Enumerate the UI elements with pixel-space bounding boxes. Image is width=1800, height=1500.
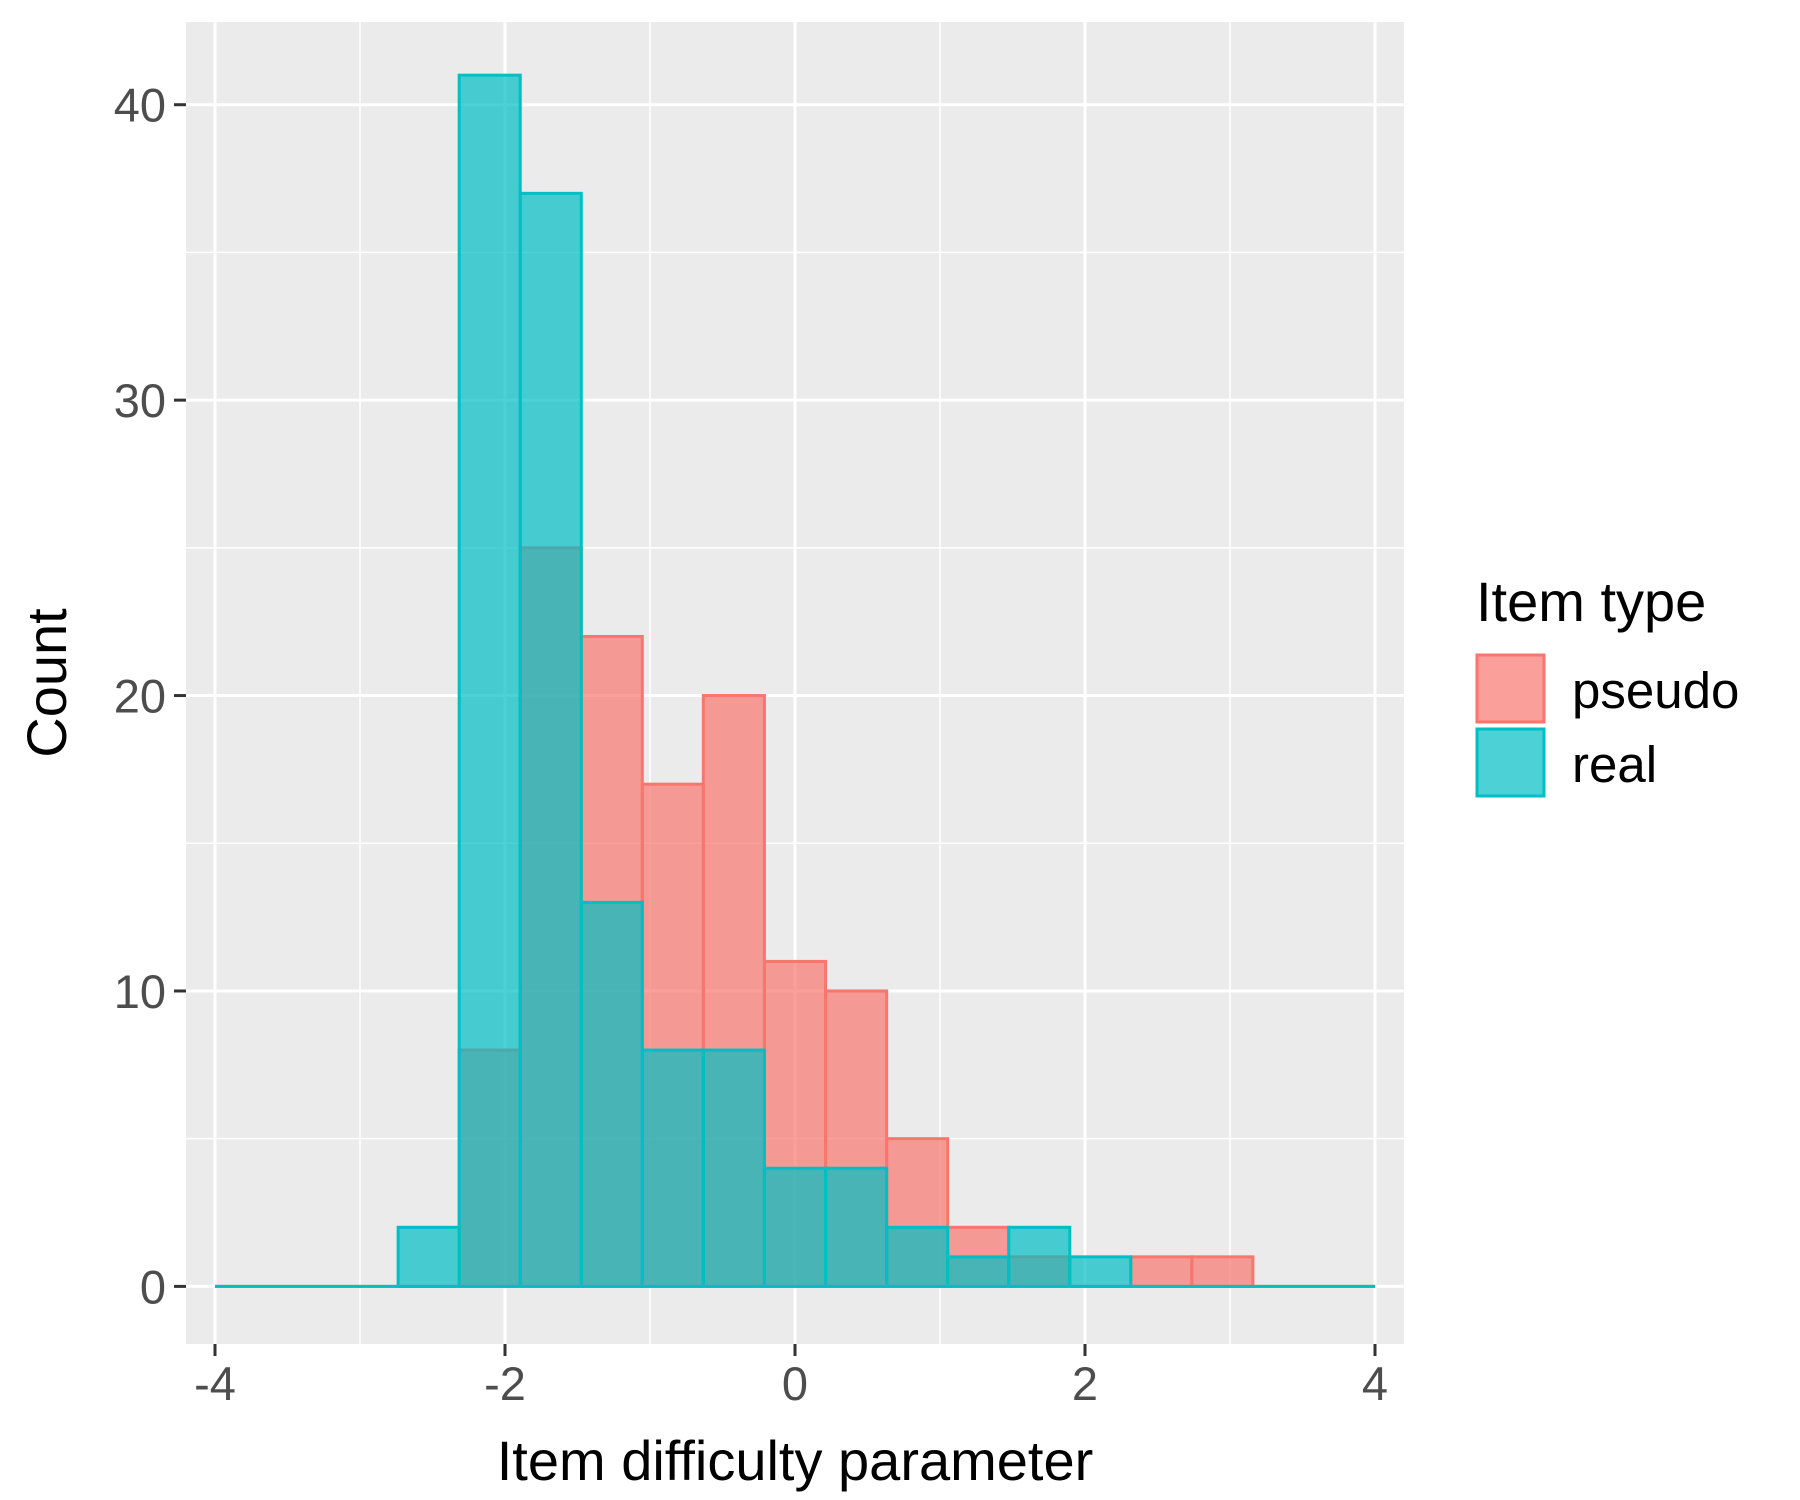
x-tick-label: 4 xyxy=(1362,1357,1388,1410)
legend-key-pseudo xyxy=(1475,653,1546,724)
bar-real xyxy=(885,1225,950,1288)
y-tick-label: 0 xyxy=(140,1260,166,1313)
bar-real xyxy=(396,1225,461,1288)
bar-real xyxy=(457,73,522,1288)
legend-key-real xyxy=(1475,727,1546,798)
bar-pseudo xyxy=(1129,1255,1194,1288)
series-real-bars xyxy=(396,73,1133,1288)
x-tick-label: 0 xyxy=(782,1357,808,1410)
bar-real xyxy=(824,1166,889,1288)
y-tick-label: 40 xyxy=(114,79,166,132)
bar-pseudo xyxy=(1190,1255,1255,1288)
bar-real xyxy=(518,191,583,1288)
x-axis: -4 -2 0 2 4 xyxy=(194,1344,1388,1410)
legend: Item type pseudo real xyxy=(1475,570,1739,798)
bar-real xyxy=(640,1048,705,1288)
x-tick-label: -4 xyxy=(194,1357,236,1410)
y-tick-label: 10 xyxy=(114,965,166,1018)
y-axis: 0 10 20 30 40 xyxy=(114,79,186,1313)
y-axis-title: Count xyxy=(15,608,78,758)
bar-real xyxy=(1068,1255,1133,1288)
legend-title: Item type xyxy=(1476,570,1706,633)
bar-real xyxy=(1007,1225,1072,1288)
bar-real xyxy=(579,900,644,1288)
legend-label-real: real xyxy=(1572,736,1657,793)
x-tick-label: -2 xyxy=(484,1357,526,1410)
x-tick-label: 2 xyxy=(1072,1357,1098,1410)
bar-real xyxy=(946,1255,1011,1288)
y-tick-label: 20 xyxy=(114,670,166,723)
x-axis-title: Item difficulty parameter xyxy=(497,1429,1094,1492)
bar-real xyxy=(701,1048,766,1288)
bar-real xyxy=(762,1166,828,1288)
legend-label-pseudo: pseudo xyxy=(1572,662,1739,719)
y-tick-label: 30 xyxy=(114,374,166,427)
